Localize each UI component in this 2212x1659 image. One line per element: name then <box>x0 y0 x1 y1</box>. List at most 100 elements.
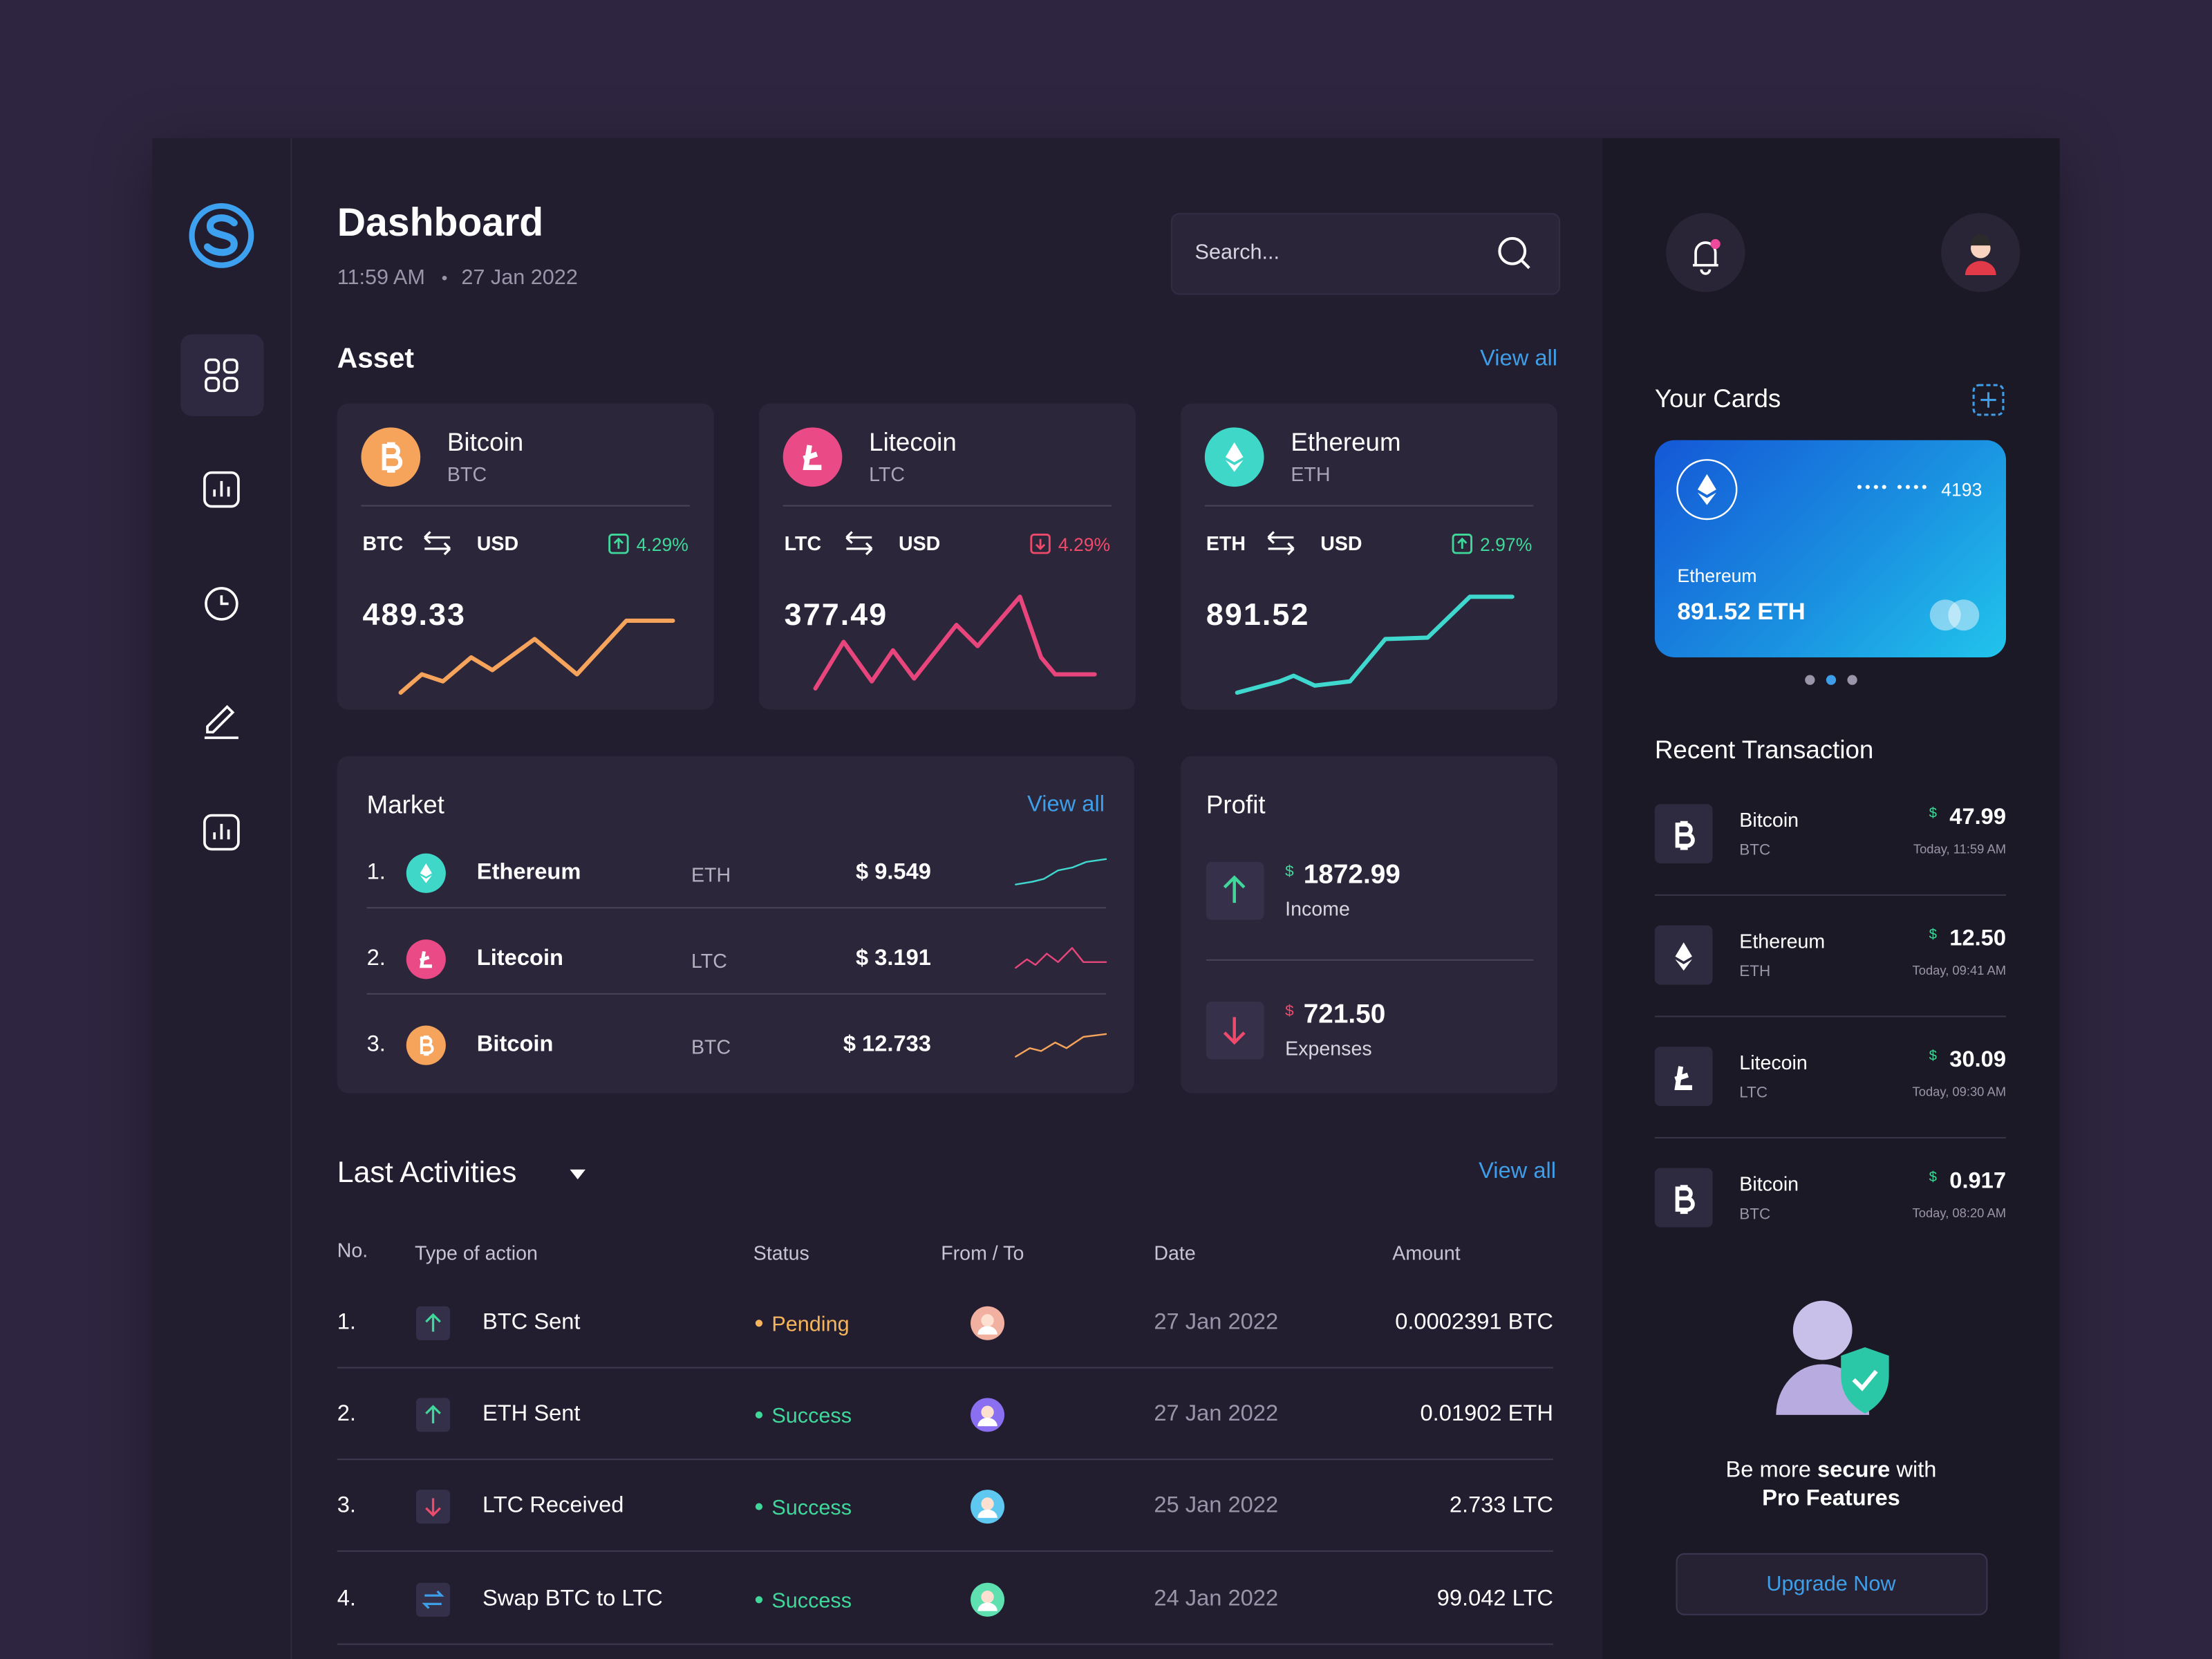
text: Swap BTC to LTC <box>482 1586 663 1611</box>
text: Expenses <box>1285 1036 1372 1060</box>
text: Bitcoin <box>447 428 524 457</box>
profile-avatar[interactable] <box>1941 213 2021 292</box>
shape <box>1980 392 1996 408</box>
nav-icon[interactable] <box>205 587 238 621</box>
upgrade-button <box>1676 1553 1988 1615</box>
text: Your Cards <box>1654 384 1781 413</box>
text: 12.50 <box>1949 926 2007 951</box>
divider <box>337 1367 1553 1369</box>
search-icon[interactable] <box>1498 236 1530 270</box>
swap-icon <box>845 531 873 556</box>
nav-icon[interactable] <box>203 471 240 508</box>
text: 1872.99 <box>1303 860 1400 890</box>
card-brand <box>1929 599 1980 631</box>
shape <box>220 595 229 606</box>
text: $ <box>1929 927 1938 944</box>
change: 4.29% <box>1058 534 1111 556</box>
text: Today, 09:41 AM <box>1912 963 2007 978</box>
bell-button[interactable] <box>1666 213 1745 292</box>
arrow <box>1223 1017 1246 1045</box>
promo-illustration <box>1776 1300 1889 1415</box>
text: Ethereum <box>1677 565 1757 586</box>
add-card[interactable] <box>1972 384 2005 416</box>
carousel-dot[interactable] <box>1826 675 1837 685</box>
sparkline <box>1015 858 1107 885</box>
status-dot <box>755 1596 763 1604</box>
shape <box>977 1418 997 1427</box>
coin-icon <box>406 853 446 893</box>
link[interactable]: View all <box>1027 792 1105 817</box>
bell-icon <box>1692 241 1718 275</box>
shape <box>424 531 451 556</box>
shape <box>981 1497 994 1510</box>
divider <box>1654 894 2007 896</box>
text: 2. <box>337 1402 356 1427</box>
text: Success <box>771 1404 852 1429</box>
column-header: Date <box>1154 1241 1196 1264</box>
nav-icon[interactable] <box>205 358 238 393</box>
text: Pending <box>771 1312 850 1337</box>
coin-icon <box>361 427 421 487</box>
shape <box>1030 534 1051 554</box>
text: Bitcoin <box>1739 808 1799 832</box>
carousel-dot[interactable] <box>1805 675 1815 685</box>
shape <box>203 471 240 508</box>
shape <box>1675 821 1695 850</box>
dropdown-icon[interactable] <box>570 1169 585 1180</box>
sparkline <box>1235 594 1515 695</box>
text: Ethereum <box>1291 428 1401 457</box>
divider <box>337 1550 1553 1552</box>
text: 30.09 <box>1949 1048 2007 1073</box>
text: $ 12.733 <box>843 1032 931 1057</box>
shape <box>205 377 221 393</box>
shape <box>608 534 629 554</box>
nav-icon[interactable] <box>204 704 238 740</box>
coin-icon <box>406 939 446 980</box>
text: Success <box>771 1588 852 1613</box>
shape <box>1697 474 1716 505</box>
divider <box>782 505 1112 507</box>
text: USD <box>898 532 941 555</box>
logo <box>189 203 254 268</box>
text: 1. <box>337 1310 356 1335</box>
status-dot <box>755 1320 763 1327</box>
nav-icon[interactable] <box>203 814 240 851</box>
status-dot <box>755 1503 763 1510</box>
shape <box>205 587 238 621</box>
coin-icon <box>782 427 843 487</box>
text: BTC Sent <box>482 1310 581 1335</box>
link[interactable]: View all <box>1479 1159 1557 1184</box>
text: Be more <box>1725 1459 1811 1483</box>
shape <box>981 1405 994 1419</box>
button-label[interactable]: Upgrade Now <box>1766 1572 1896 1597</box>
text: • <box>441 268 448 288</box>
shape <box>419 950 432 968</box>
trend-icon <box>608 534 629 554</box>
shape <box>223 377 238 393</box>
shape <box>1676 459 1738 521</box>
text: LTC <box>691 949 727 973</box>
shape <box>981 1314 994 1327</box>
section-title: Asset <box>337 343 414 375</box>
text: Bitcoin <box>476 1032 554 1057</box>
shape <box>845 531 873 556</box>
text: 47.99 <box>1949 805 2007 830</box>
link[interactable]: View all <box>1480 347 1558 371</box>
search-input[interactable]: Search... <box>1194 240 1280 265</box>
text: 891.52 ETH <box>1677 598 1806 626</box>
divider <box>366 907 1106 909</box>
text: $ 3.191 <box>855 946 931 971</box>
text: 4193 <box>1941 478 1983 500</box>
carousel-dot[interactable] <box>1847 675 1857 685</box>
shape <box>1972 384 2005 416</box>
avatar <box>971 1306 1005 1340</box>
action-arrow <box>425 1498 441 1517</box>
coin-glyph <box>1675 942 1692 971</box>
shape <box>1929 599 1961 631</box>
shape <box>1225 442 1244 472</box>
text: BTC <box>1739 1206 1771 1224</box>
text: 4. <box>337 1586 356 1611</box>
shape <box>223 358 238 374</box>
